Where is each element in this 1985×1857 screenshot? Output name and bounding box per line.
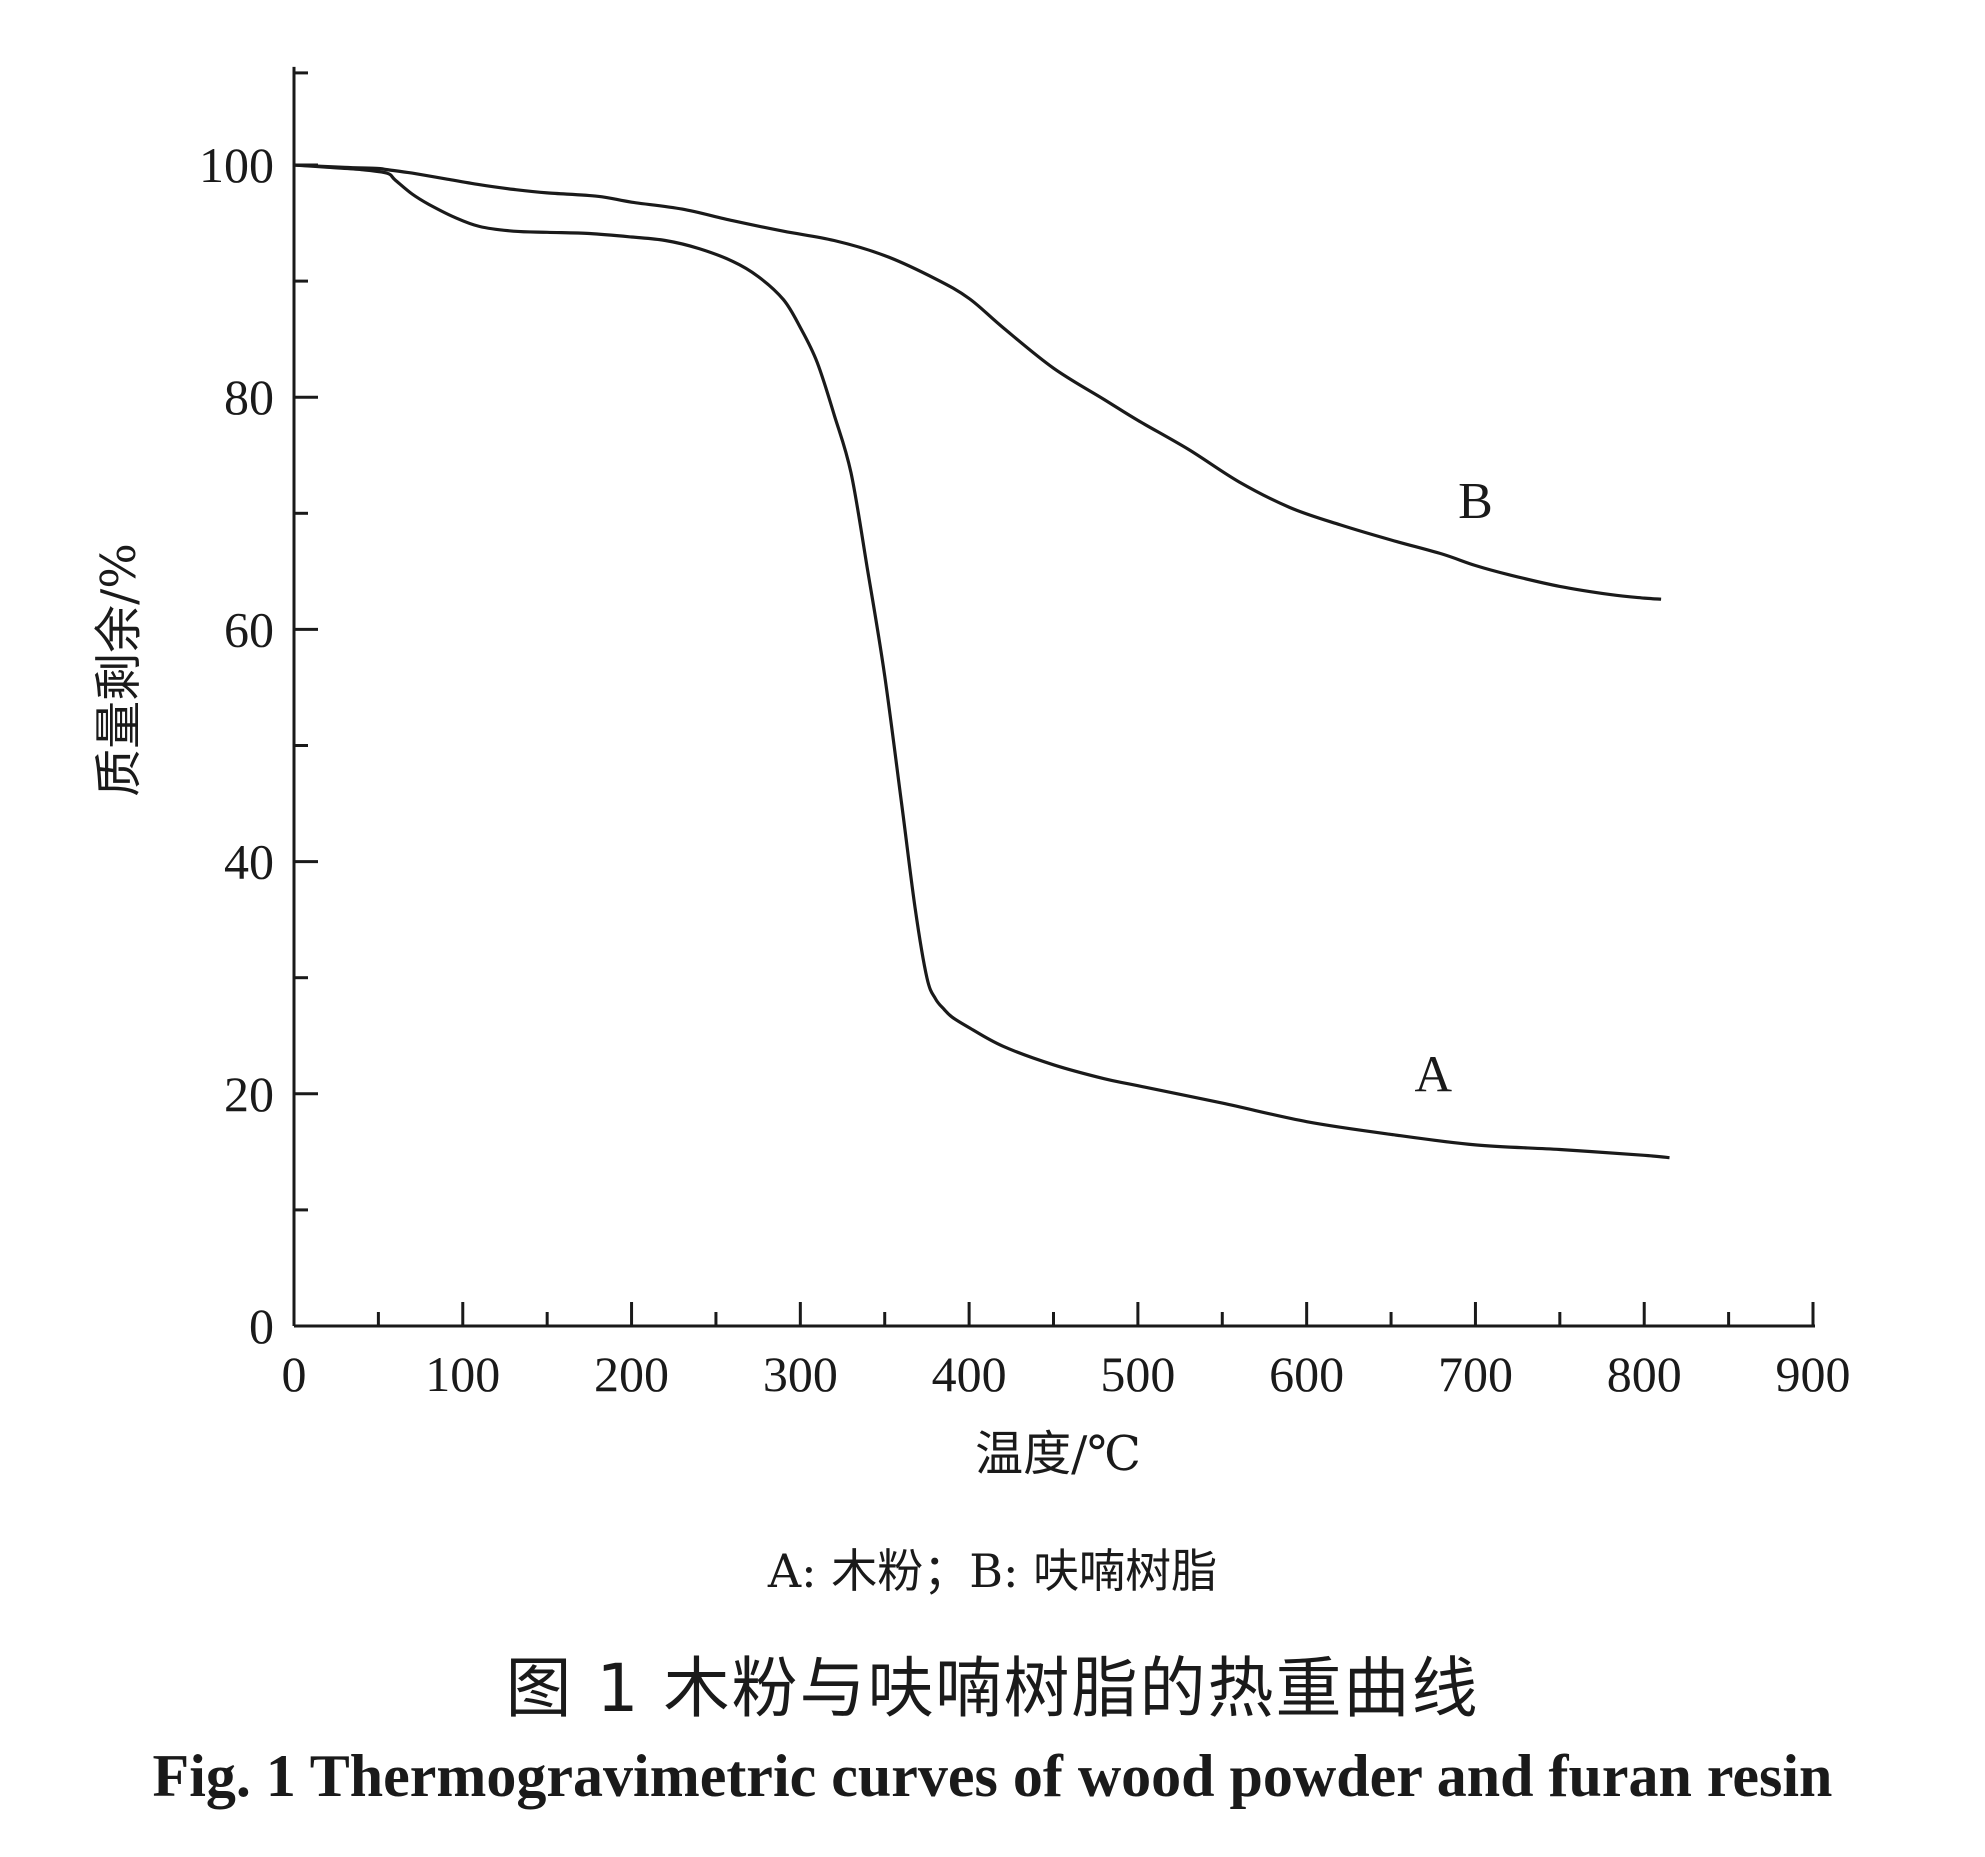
legend-caption: A: 木粉；B: 呋喃树脂: [767, 1544, 1218, 1598]
x-tick-label: 200: [594, 1346, 669, 1402]
x-tick-label: 900: [1776, 1346, 1851, 1402]
y-tick-label: 60: [224, 601, 274, 657]
y-tick-label: 20: [224, 1066, 274, 1122]
ticks: [292, 71, 1815, 1328]
y-tick-label: 100: [199, 137, 274, 193]
x-tick-label: 0: [282, 1346, 307, 1402]
series-layer: [293, 163, 1670, 1160]
x-axis-title: 温度/℃: [975, 1426, 1141, 1482]
axes: [292, 66, 1815, 1328]
series-b-label: B: [1458, 473, 1493, 530]
x-tick-label: 300: [763, 1346, 838, 1402]
x-tick-label: 600: [1269, 1346, 1344, 1402]
y-tick-label: 80: [224, 369, 274, 425]
x-tick-label: 500: [1100, 1346, 1175, 1402]
figure-title-zh: 图 1 木粉与呋喃树脂的热重曲线: [505, 1650, 1480, 1727]
x-tick-label: 700: [1438, 1346, 1513, 1402]
y-axis-title: 质量剩余/%: [91, 543, 147, 797]
x-tick-label: 100: [425, 1346, 500, 1402]
series-a-line: [293, 163, 1670, 1160]
y-tick-label: 0: [249, 1298, 274, 1354]
x-tick-label: 800: [1607, 1346, 1682, 1402]
series-b-line: [293, 163, 1662, 601]
tga-chart: 0 100 200 300 400 500 600 700 800 900 0 20 40 60 80 100…: [91, 66, 1851, 1482]
labels: 0 100 200 300 400 500 600 700 800 900 0 20 40 60 80 100…: [199, 137, 1851, 1402]
x-tick-label: 400: [932, 1346, 1007, 1402]
y-tick-label: 40: [224, 834, 274, 890]
figure-title-en: Fig. 1 Thermogravimetric curves of wood …: [152, 1743, 1833, 1809]
series-a-label: A: [1414, 1046, 1452, 1103]
